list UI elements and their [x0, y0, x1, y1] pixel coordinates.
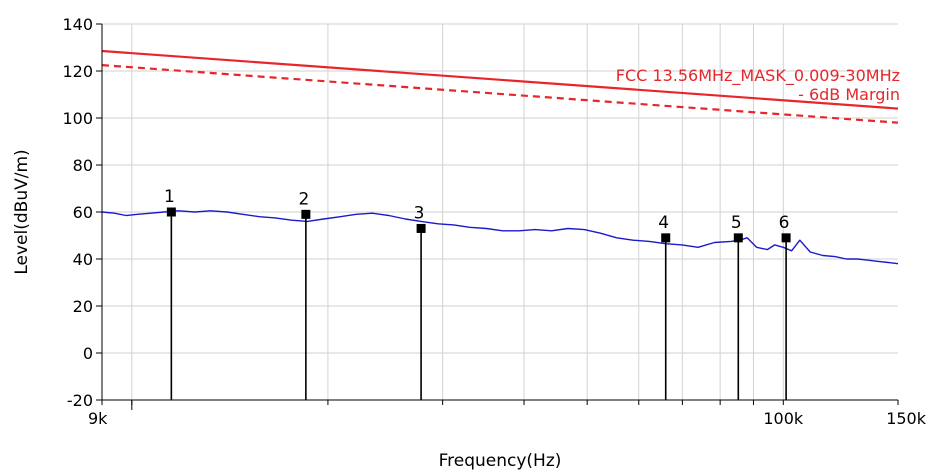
limit-line	[101, 49, 899, 110]
y-tick-label: 140	[62, 15, 93, 34]
marker-point	[301, 209, 311, 219]
limit-lines	[101, 49, 899, 124]
limit-line-label: FCC 13.56MHz_MASK_0.009-30MHz	[616, 66, 900, 86]
limit-line-labels: FCC 13.56MHz_MASK_0.009-30MHz- 6dB Margi…	[616, 66, 900, 104]
y-tick-label: 20	[73, 297, 93, 316]
y-tick-label: 120	[62, 62, 93, 81]
marker-label: 6	[779, 213, 790, 233]
marker-point	[661, 233, 671, 243]
marker-label: 4	[658, 213, 669, 233]
marker-point	[166, 207, 176, 217]
y-tick-label: 80	[73, 156, 93, 175]
peak-markers: 1 2 3 4 5 6	[164, 187, 791, 400]
x-tick-label: 100k	[763, 409, 804, 428]
y-axis-title: Level(dBuV/m)	[12, 149, 32, 274]
marker-label: 5	[731, 213, 742, 233]
y-axis-ticks: -20 0 20 40 60 80 100 120 140	[62, 15, 102, 410]
y-tick-label: 100	[62, 109, 93, 128]
y-tick-label: -20	[67, 391, 93, 410]
marker-point	[733, 233, 743, 243]
marker-label: 3	[414, 203, 425, 223]
y-tick-label: 0	[83, 344, 93, 363]
data-series	[101, 210, 899, 265]
marker-label: 2	[298, 189, 309, 209]
marker-label: 1	[164, 187, 175, 207]
x-axis-ticks: 9k 100k 150k	[88, 400, 927, 428]
marker-point	[416, 223, 426, 233]
margin-line	[101, 64, 899, 124]
y-tick-label: 60	[73, 203, 93, 222]
margin-line-label: - 6dB Margin	[798, 85, 900, 104]
x-tick-label: 150k	[886, 409, 927, 428]
x-axis-title: Frequency(Hz)	[439, 451, 562, 471]
x-tick-label: 9k	[88, 409, 108, 428]
horizontal-gridlines	[102, 23, 898, 354]
y-tick-label: 40	[73, 250, 93, 269]
marker-point	[781, 233, 791, 243]
measurement-line	[101, 210, 899, 265]
